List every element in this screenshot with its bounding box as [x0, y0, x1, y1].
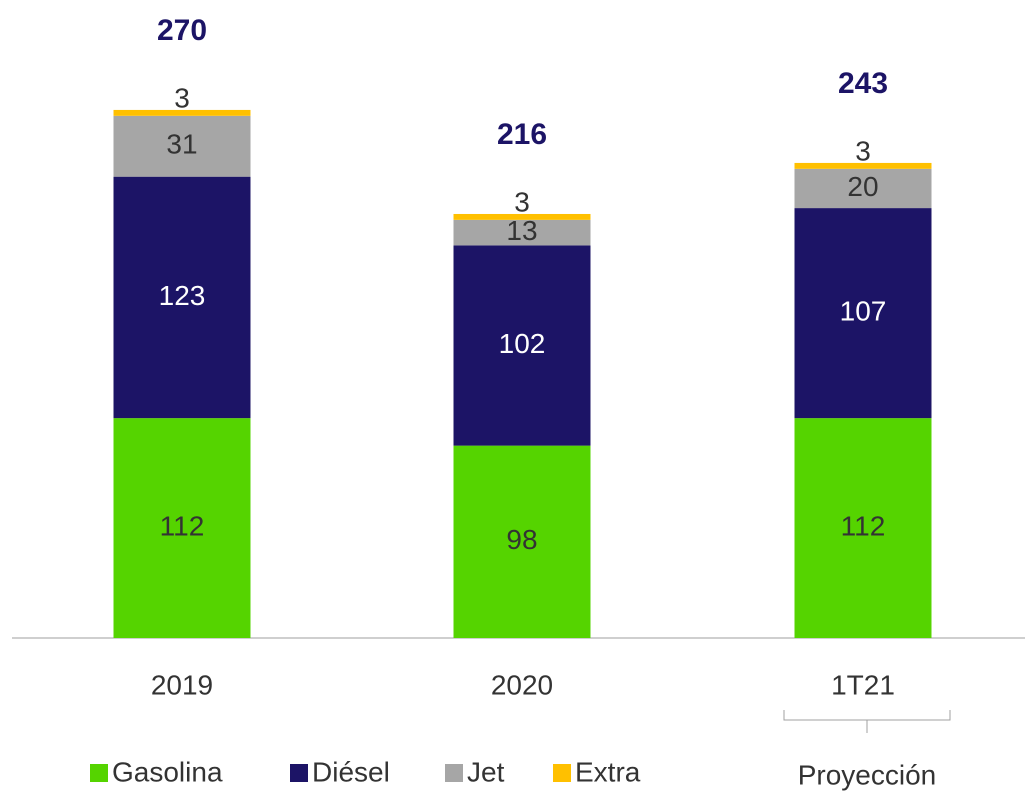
total-label: 243 — [838, 67, 888, 100]
bar-segment — [113, 176, 251, 419]
legend-label: Jet — [467, 756, 505, 787]
x-tick-label: 1T21 — [831, 669, 895, 700]
legend-swatch — [290, 764, 308, 782]
bar-segment — [113, 418, 251, 638]
legend-label: Diésel — [312, 756, 390, 787]
bar-segment — [113, 115, 251, 177]
bar-segment — [113, 109, 251, 116]
data-label: 107 — [840, 296, 887, 327]
legend-swatch — [445, 764, 463, 782]
bar-segment — [794, 168, 932, 209]
total-label: 270 — [157, 14, 207, 47]
legend-label: Gasolina — [112, 756, 223, 787]
x-tick-label: 2019 — [151, 669, 213, 700]
legend-label: Extra — [575, 756, 641, 787]
bracket — [783, 710, 951, 733]
data-label: 112 — [841, 510, 886, 541]
data-label: 102 — [499, 328, 546, 359]
bar-segment — [453, 213, 591, 220]
total-label: 216 — [497, 118, 547, 151]
data-label: 98 — [506, 524, 537, 555]
data-label: 20 — [847, 171, 878, 202]
data-label: 31 — [166, 129, 197, 160]
bar-segment — [794, 162, 932, 169]
bar-segment — [794, 418, 932, 638]
legend-swatch — [553, 764, 571, 782]
x-tick-label: 2020 — [491, 669, 553, 700]
data-label: 3 — [174, 82, 190, 113]
bar-segment — [453, 245, 591, 446]
bar-segment — [794, 208, 932, 419]
legend-swatch — [90, 764, 108, 782]
annotation: Proyección — [798, 759, 937, 790]
bar-segment — [453, 445, 591, 638]
data-label: 123 — [159, 280, 206, 311]
data-label: 112 — [160, 510, 205, 541]
data-label: 3 — [855, 135, 871, 166]
bar-segment — [453, 219, 591, 246]
data-label: 3 — [514, 186, 530, 217]
data-label: 13 — [506, 215, 537, 246]
